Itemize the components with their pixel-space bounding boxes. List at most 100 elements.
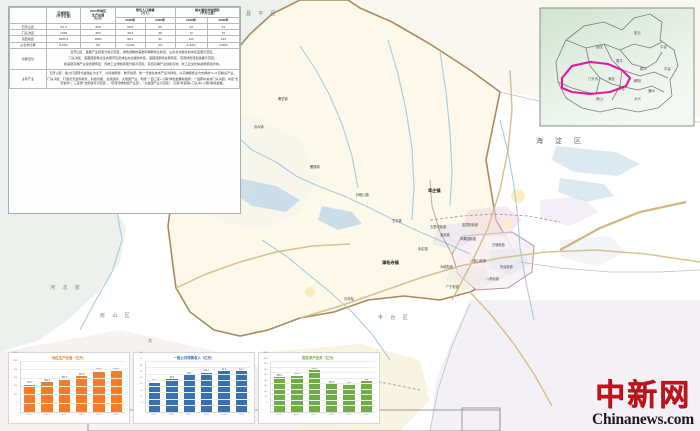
chart-fixed-asset-investment: 固定资产投资（亿元） 0 50 100 150 200 250 300 350 400 450 3… xyxy=(258,352,380,424)
bar-value-label: 954.5 xyxy=(78,373,85,376)
bar xyxy=(93,371,105,412)
chart-x-axis: 2015 2016 2017 2018 2019 2020 xyxy=(20,414,125,416)
bar xyxy=(235,371,248,412)
chart-y-axis: 0 10 20 30 40 50 60 70 80 xyxy=(134,352,143,405)
bar xyxy=(148,382,161,412)
row-label: 京西地区 xyxy=(9,35,47,43)
x-tick-label: 2020 xyxy=(113,413,119,416)
chart-x-axis: 2015 2016 2017 2018 2019 2020 xyxy=(270,414,375,416)
bar-value-label: 350.1 xyxy=(276,374,283,377)
bar-item: 796.2 xyxy=(41,362,53,412)
bar-value-label: 72.7 xyxy=(239,368,244,371)
y-tick-label: 600 xyxy=(13,377,18,379)
grid-line xyxy=(21,402,125,404)
y-tick-label: 100 xyxy=(263,390,268,393)
grid-line xyxy=(271,405,375,407)
svg-text:朝阳: 朝阳 xyxy=(634,78,641,83)
svg-text:昌平: 昌平 xyxy=(616,59,623,63)
x-tick-label: 2015 xyxy=(276,413,282,416)
y-tick-label: 0 xyxy=(16,402,18,404)
x-tick-label: 2018 xyxy=(328,413,334,416)
bar-value-label: 52.1 xyxy=(152,380,157,383)
svg-text:顺义: 顺义 xyxy=(640,66,647,71)
chart-plot-area: 733.7 796.2 863.5 954.5 1080.2 1083.1 xyxy=(20,361,125,413)
table-row: 京西地区 1502.4 1083 98.1 92 125 123 xyxy=(9,35,241,43)
y-tick-label: 20 xyxy=(139,389,143,392)
table-section-row: 主导产业 石景山区：着力打造现代金融业为主干、以科技服务、数字创意、新一代信息技… xyxy=(9,68,241,90)
svg-text:房山: 房山 xyxy=(596,96,603,101)
table-section-row: 功能定位 石景山区：首都产业转型升级示范区、绿色低碳的首都高端服务业新区、山水文… xyxy=(9,48,241,70)
x-tick-label: 2016 xyxy=(43,413,49,416)
chart-x-axis: 2015 2016 2017 2018 2019 2020 xyxy=(145,414,250,416)
section-body-function: 石景山区：首都产业转型升级示范区、绿色低碳的首都高端服务业新区、山水文化融合的本… xyxy=(45,48,241,70)
x-tick-label: 2018 xyxy=(78,413,84,416)
bar-item: 58.6 xyxy=(166,362,178,412)
bar-value-label: 796.2 xyxy=(44,379,50,382)
grid-line xyxy=(271,383,375,385)
grid-line xyxy=(21,361,125,362)
section-paragraph: 石景山区：首都产业转型升级示范区、绿色低碳的首都高端服务业新区、山水文化融合的本… xyxy=(70,49,216,54)
table-row: 门头沟区 1448 253 39.3 38 72 70 xyxy=(9,29,241,37)
bar-value-label: 281.1 xyxy=(328,381,335,384)
chart-y-axis: 0 50 100 150 200 250 300 350 400 450 xyxy=(259,352,268,405)
bar-item: 52.1 xyxy=(148,362,161,412)
chart-plot-area: 52.1 58.6 65.1 69.7 72.5 72.7 xyxy=(145,361,250,413)
watermark: 中新网 Chinanews.com xyxy=(591,377,694,428)
section-paragraph: 石景山区：着力打造现代金融业为主干、以科技服务、数字创意、新一代信息技术产业为特… xyxy=(49,70,237,75)
bar-item: 306 xyxy=(360,362,373,412)
bar xyxy=(218,371,230,412)
bar-item: 281.1 xyxy=(325,362,338,412)
header-area: 区域面积 （平方公里） xyxy=(45,7,82,24)
chart-y-axis: 0 200 400 600 800 1000 1200 xyxy=(9,352,18,405)
grid-line xyxy=(146,392,250,394)
y-tick-label: 30 xyxy=(139,383,143,386)
y-tick-label: 300 xyxy=(263,368,268,371)
y-tick-label: 80 xyxy=(139,352,143,354)
header-gdp: 2020年地区 生产总值 （亿元） xyxy=(80,7,116,24)
bar xyxy=(325,383,338,412)
grid-line xyxy=(146,386,250,387)
cell-land-2035: 4.56% xyxy=(206,41,241,50)
svg-text:平谷: 平谷 xyxy=(660,44,667,49)
grid-line xyxy=(146,367,250,369)
info-panel: 区域面积 （平方公里） 2020年地区 生产总值 （亿元） 常住人口规模 （万人… xyxy=(8,6,241,214)
svg-text:密云: 密云 xyxy=(634,30,641,35)
x-tick-label: 2019 xyxy=(346,413,352,416)
watermark-logo-cn: 中新网 xyxy=(594,377,691,413)
svg-text:丰台: 丰台 xyxy=(618,86,625,91)
bar xyxy=(343,385,355,412)
bar-item: 72.5 xyxy=(218,362,230,412)
bar-item: 733.7 xyxy=(23,362,36,412)
svg-text:平谷: 平谷 xyxy=(664,66,671,71)
y-tick-label: 250 xyxy=(263,374,268,377)
header-population: 常住人口规模 （万人） xyxy=(114,7,176,18)
bar-item: 954.5 xyxy=(75,362,88,412)
x-tick-label: 2016 xyxy=(293,413,299,416)
grid-line xyxy=(21,377,125,379)
y-tick-label: 0 xyxy=(141,402,143,404)
x-tick-label: 2020 xyxy=(238,413,244,416)
bar xyxy=(58,379,71,412)
grid-line xyxy=(21,394,125,396)
x-tick-label: 2017 xyxy=(311,413,317,416)
grid-line xyxy=(21,386,125,387)
y-tick-label: 50 xyxy=(264,396,268,399)
grid-line xyxy=(146,404,250,406)
svg-text:通州: 通州 xyxy=(648,88,655,93)
bar xyxy=(183,375,196,412)
watermark-logo-en: Chinanews.com xyxy=(591,410,694,428)
x-tick-label: 2019 xyxy=(96,413,102,416)
x-tick-label: 2020 xyxy=(363,413,369,416)
y-tick-label: 150 xyxy=(263,385,268,388)
bar xyxy=(291,375,303,412)
cell-land-2035: 123 xyxy=(206,35,241,43)
chart-title: 地区生产总值（亿元） xyxy=(52,356,86,360)
bar-value-label: 72.5 xyxy=(221,368,227,371)
y-tick-label: 400 xyxy=(263,357,268,360)
grid-line xyxy=(271,399,375,401)
grid-line xyxy=(146,398,250,400)
bar xyxy=(110,371,123,412)
grid-line xyxy=(271,372,375,374)
bar xyxy=(41,382,53,412)
